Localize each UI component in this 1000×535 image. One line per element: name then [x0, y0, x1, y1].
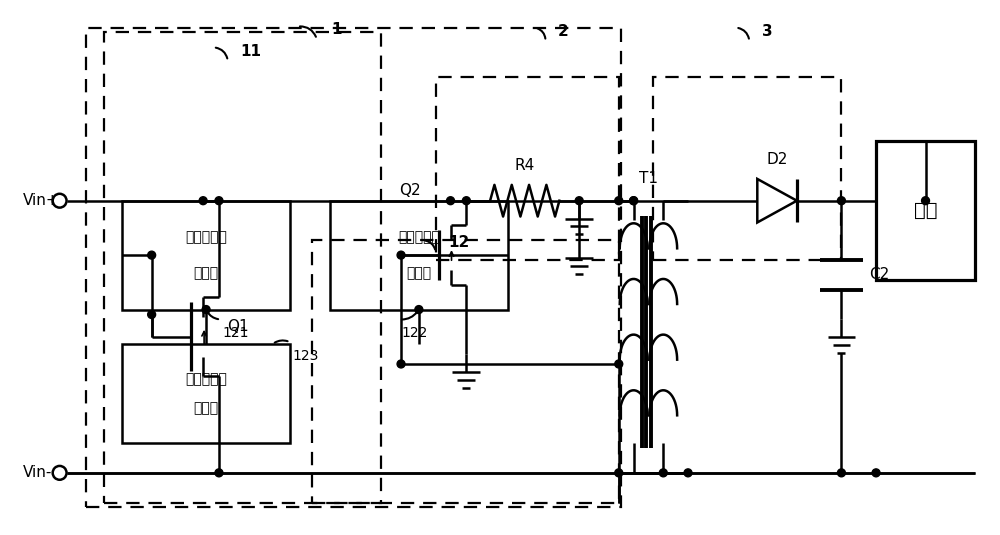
Bar: [122, 201, 290, 310]
Bar: [436, 77, 619, 260]
Circle shape: [415, 305, 423, 314]
Circle shape: [630, 197, 638, 205]
Bar: [86, 27, 621, 508]
Bar: [330, 201, 508, 310]
Text: 制电路: 制电路: [406, 266, 431, 280]
Circle shape: [148, 310, 156, 318]
Bar: [104, 33, 381, 502]
Text: Q2: Q2: [399, 184, 421, 198]
Text: 123: 123: [292, 349, 319, 363]
Circle shape: [922, 197, 929, 205]
Circle shape: [397, 360, 405, 368]
Circle shape: [615, 360, 623, 368]
Text: 测电路: 测电路: [194, 402, 219, 416]
Circle shape: [202, 305, 210, 314]
Text: D2: D2: [766, 152, 788, 167]
Circle shape: [53, 194, 67, 208]
Circle shape: [659, 469, 667, 477]
Text: 负载: 负载: [914, 201, 937, 220]
Text: C2: C2: [869, 268, 889, 282]
Bar: [122, 344, 290, 443]
Text: 2: 2: [557, 25, 568, 40]
Circle shape: [575, 197, 583, 205]
Circle shape: [215, 197, 223, 205]
Circle shape: [684, 469, 692, 477]
Circle shape: [630, 197, 638, 205]
Circle shape: [215, 469, 223, 477]
Circle shape: [397, 251, 405, 259]
Text: 消磁电压采: 消磁电压采: [185, 230, 227, 244]
Circle shape: [462, 197, 470, 205]
Circle shape: [872, 469, 880, 477]
Text: 12: 12: [449, 235, 470, 250]
Text: 恒流逻辑控: 恒流逻辑控: [398, 230, 440, 244]
Circle shape: [148, 251, 156, 259]
Text: R4: R4: [515, 158, 535, 173]
Text: Q1: Q1: [227, 319, 248, 334]
Circle shape: [199, 197, 207, 205]
Text: T1: T1: [639, 171, 658, 186]
Text: 11: 11: [241, 44, 262, 59]
Text: 消磁时间检: 消磁时间检: [185, 372, 227, 386]
Bar: [312, 240, 619, 502]
Text: 样电路: 样电路: [194, 266, 219, 280]
Circle shape: [447, 197, 454, 205]
Text: 3: 3: [762, 25, 773, 40]
Text: 121: 121: [223, 326, 249, 340]
Bar: [876, 141, 975, 280]
Text: Vin+: Vin+: [23, 193, 60, 208]
Circle shape: [837, 197, 845, 205]
Circle shape: [615, 469, 623, 477]
Text: 1: 1: [332, 22, 342, 37]
Circle shape: [837, 469, 845, 477]
Circle shape: [615, 197, 623, 205]
Circle shape: [53, 466, 67, 480]
Bar: [653, 77, 841, 260]
Text: Vin-: Vin-: [23, 465, 52, 480]
Text: 122: 122: [401, 326, 427, 340]
